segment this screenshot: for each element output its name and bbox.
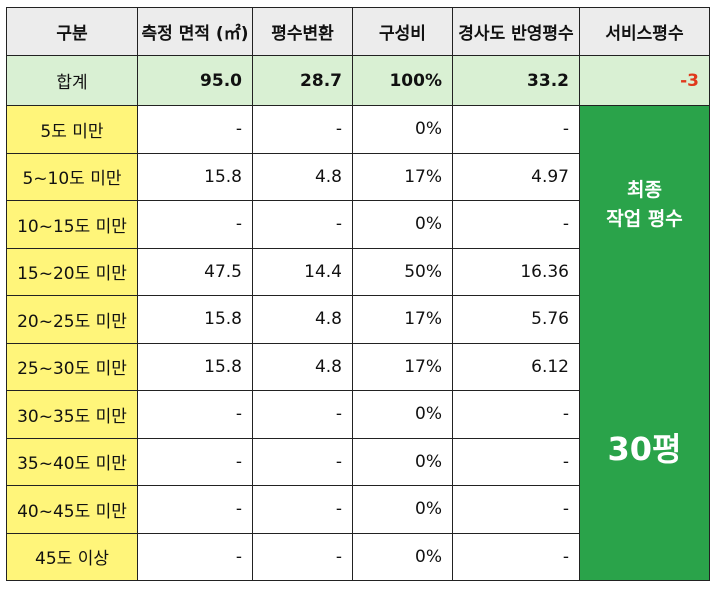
table-row: 45도 이상 - - 0% - <box>6 532 710 581</box>
row-slope-pyeong: - <box>452 532 580 581</box>
row-area: - <box>137 485 253 534</box>
row-slope-pyeong: - <box>452 105 580 154</box>
row-pyeong: - <box>252 437 353 486</box>
row-ratio: 0% <box>352 105 453 154</box>
row-area: - <box>137 200 253 249</box>
table-row: 20~25도 미만 15.8 4.8 17% 5.76 <box>6 295 710 344</box>
header-pyeong-conversion: 평수변환 <box>252 7 353 56</box>
row-label: 40~45도 미만 <box>6 485 138 534</box>
row-pyeong: 4.8 <box>252 342 353 391</box>
total-ratio: 100% <box>352 55 453 106</box>
header-service-pyeong: 서비스평수 <box>579 7 710 56</box>
table-row: 5도 미만 - - 0% - 최종 작업 평수 30평 <box>6 105 710 581</box>
header-row: 구분 측정 면적 (㎡) 평수변환 구성비 경사도 반영평수 서비스평수 <box>6 7 710 56</box>
row-slope-pyeong: 16.36 <box>452 247 580 296</box>
row-area: 15.8 <box>137 152 253 201</box>
row-label: 5도 미만 <box>6 105 138 154</box>
row-ratio: 0% <box>352 200 453 249</box>
row-slope-pyeong: - <box>452 200 580 249</box>
row-label: 15~20도 미만 <box>6 247 138 296</box>
row-slope-pyeong: - <box>452 390 580 439</box>
final-work-pyeong-cell: 최종 작업 평수 30평 <box>579 105 710 581</box>
row-ratio: 0% <box>352 390 453 439</box>
total-service-pyeong: -3 <box>579 55 710 106</box>
total-area: 95.0 <box>137 55 253 106</box>
slope-area-table: 구분 측정 면적 (㎡) 평수변환 구성비 경사도 반영평수 서비스평수 합계 … <box>6 7 710 581</box>
row-label: 10~15도 미만 <box>6 200 138 249</box>
table-row: 30~35도 미만 - - 0% - <box>6 390 710 439</box>
row-label: 5~10도 미만 <box>6 152 138 201</box>
header-measured-area: 측정 면적 (㎡) <box>137 7 253 56</box>
row-area: 47.5 <box>137 247 253 296</box>
row-area: - <box>137 437 253 486</box>
row-area: 15.8 <box>137 295 253 344</box>
header-slope-adjusted-pyeong: 경사도 반영평수 <box>452 7 580 56</box>
row-area: - <box>137 390 253 439</box>
row-slope-pyeong: - <box>452 485 580 534</box>
row-pyeong: - <box>252 532 353 581</box>
row-area: 15.8 <box>137 342 253 391</box>
row-slope-pyeong: 5.76 <box>452 295 580 344</box>
total-pyeong: 28.7 <box>252 55 353 106</box>
row-pyeong: - <box>252 390 353 439</box>
table-row: 5~10도 미만 15.8 4.8 17% 4.97 <box>6 152 710 201</box>
row-ratio: 17% <box>352 152 453 201</box>
row-label: 35~40도 미만 <box>6 437 138 486</box>
row-ratio: 17% <box>352 295 453 344</box>
row-slope-pyeong: 4.97 <box>452 152 580 201</box>
table-row: 15~20도 미만 47.5 14.4 50% 16.36 <box>6 247 710 296</box>
total-row: 합계 95.0 28.7 100% 33.2 -3 <box>6 55 710 106</box>
table-row: 35~40도 미만 - - 0% - <box>6 437 710 486</box>
header-ratio: 구성비 <box>352 7 453 56</box>
row-ratio: 0% <box>352 532 453 581</box>
row-area: - <box>137 532 253 581</box>
table-row: 10~15도 미만 - - 0% - <box>6 200 710 249</box>
total-slope-pyeong: 33.2 <box>452 55 580 106</box>
header-category: 구분 <box>6 7 138 56</box>
row-ratio: 0% <box>352 437 453 486</box>
row-label: 20~25도 미만 <box>6 295 138 344</box>
row-pyeong: 14.4 <box>252 247 353 296</box>
row-pyeong: - <box>252 485 353 534</box>
row-ratio: 17% <box>352 342 453 391</box>
final-title: 최종 작업 평수 <box>580 176 709 234</box>
row-area: - <box>137 105 253 154</box>
row-pyeong: 4.8 <box>252 295 353 344</box>
total-label: 합계 <box>6 55 138 106</box>
row-pyeong: - <box>252 200 353 249</box>
final-title-line1: 최종 <box>627 179 662 201</box>
row-ratio: 50% <box>352 247 453 296</box>
row-slope-pyeong: 6.12 <box>452 342 580 391</box>
row-slope-pyeong: - <box>452 437 580 486</box>
row-label: 45도 이상 <box>6 532 138 581</box>
row-ratio: 0% <box>352 485 453 534</box>
row-label: 30~35도 미만 <box>6 390 138 439</box>
table-row: 40~45도 미만 - - 0% - <box>6 485 710 534</box>
final-value: 30평 <box>607 430 682 468</box>
row-pyeong: 4.8 <box>252 152 353 201</box>
row-label: 25~30도 미만 <box>6 342 138 391</box>
final-title-line2: 작업 평수 <box>606 208 683 230</box>
row-pyeong: - <box>252 105 353 154</box>
